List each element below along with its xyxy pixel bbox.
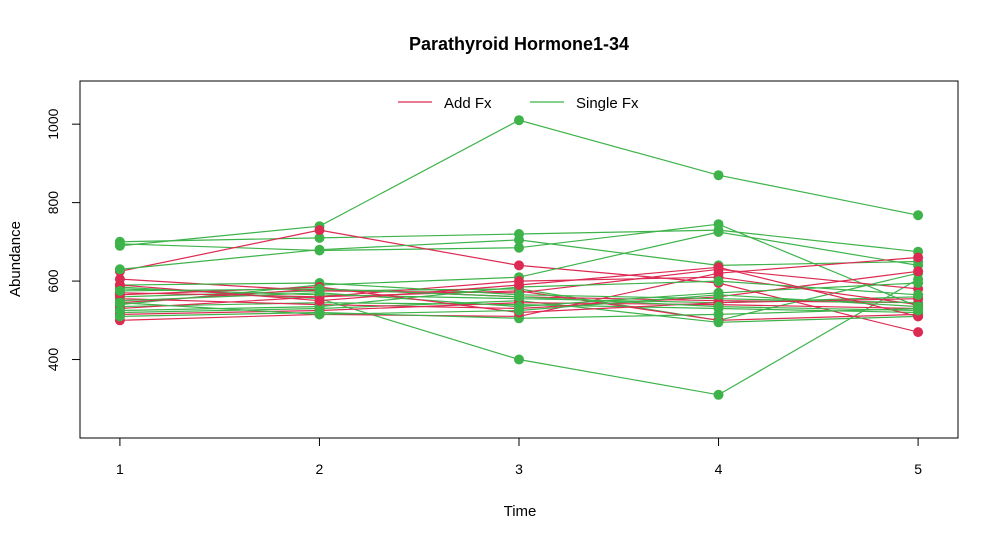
data-point [314, 309, 325, 320]
data-point [913, 278, 924, 288]
data-point [114, 264, 125, 275]
data-point [713, 301, 724, 312]
data-point [514, 305, 524, 316]
data-point [514, 354, 524, 365]
data-point [913, 327, 924, 338]
legend: Add Fx Single Fx [398, 95, 639, 112]
data-point [913, 210, 924, 221]
x-tick-label: 4 [715, 461, 723, 477]
data-point [314, 232, 325, 243]
data-point [114, 285, 125, 296]
data-point [713, 276, 724, 287]
data-point [514, 280, 524, 290]
data-point [713, 227, 724, 237]
y-tick-label: 1000 [45, 108, 61, 139]
y-tick-label: 400 [45, 348, 61, 372]
data-point [314, 283, 325, 294]
data-point [913, 266, 924, 277]
chart-title: Parathyroid Hormone1-34 [409, 34, 629, 54]
y-tick-label: 800 [45, 191, 61, 215]
data-point [913, 305, 924, 316]
data-point [314, 295, 325, 306]
data-point [713, 317, 724, 328]
data-point [713, 262, 724, 273]
data-point [114, 305, 125, 316]
plot-frame [79, 80, 959, 439]
data-point [713, 289, 724, 300]
data-point [713, 219, 724, 230]
x-tick-label: 5 [914, 461, 922, 477]
x-axis-label: Time [504, 503, 537, 520]
points-layer [114, 115, 924, 400]
legend-label-single-fx: Single Fx [576, 95, 639, 112]
data-point [514, 242, 524, 253]
data-point [514, 291, 524, 302]
data-point [913, 289, 924, 300]
data-point [114, 238, 125, 249]
x-tick-label: 2 [316, 461, 324, 477]
x-axis: 1 2 3 4 5 [116, 437, 922, 477]
data-point [114, 297, 125, 308]
series-line-1 [119, 119, 919, 247]
data-point [314, 244, 325, 255]
data-point [514, 234, 524, 245]
y-axis-label: Abundance [7, 221, 24, 297]
data-point [713, 309, 724, 320]
data-point [913, 252, 924, 263]
data-point [314, 225, 325, 236]
y-axis: 400 600 800 1000 [45, 108, 81, 372]
data-point [713, 170, 724, 181]
data-point [713, 389, 724, 400]
y-tick-label: 600 [45, 269, 61, 293]
data-point [514, 115, 524, 126]
series-layer [119, 119, 919, 396]
legend-label-add-fx: Add Fx [444, 95, 492, 112]
data-point [514, 260, 524, 271]
x-tick-label: 1 [116, 461, 124, 477]
x-tick-label: 3 [515, 461, 523, 477]
